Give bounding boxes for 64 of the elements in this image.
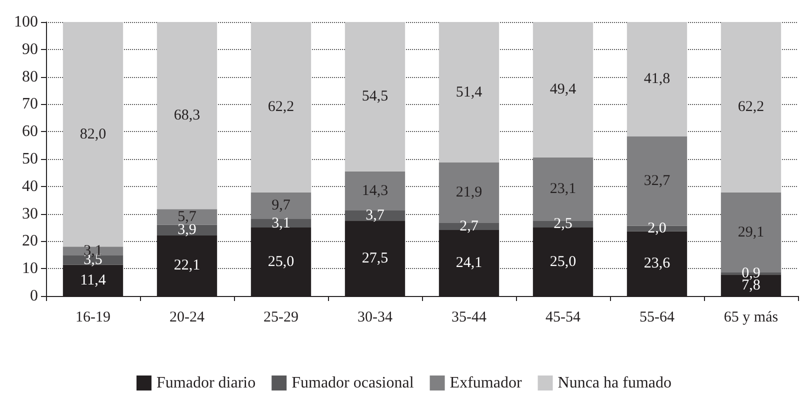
data-label: 51,4 bbox=[456, 84, 483, 100]
data-label: 22,1 bbox=[174, 258, 200, 274]
y-tick-label: 40 bbox=[22, 178, 38, 195]
bar bbox=[250, 22, 312, 192]
data-label: 25,0 bbox=[550, 254, 576, 270]
bar bbox=[156, 209, 218, 225]
data-label: 14,3 bbox=[362, 182, 388, 199]
data-label: 29,1 bbox=[738, 224, 764, 240]
bar bbox=[626, 22, 688, 136]
bar bbox=[156, 22, 218, 210]
data-label: 62,2 bbox=[738, 99, 764, 116]
data-label: 62,2 bbox=[268, 99, 294, 116]
bar bbox=[720, 22, 782, 192]
data-label: 27,5 bbox=[362, 250, 388, 266]
data-label: 49,4 bbox=[550, 82, 577, 98]
y-tick-label: 10 bbox=[22, 260, 38, 278]
data-label: 2,0 bbox=[648, 220, 666, 237]
bar bbox=[438, 22, 500, 163]
data-label: 3,9 bbox=[178, 222, 196, 238]
legend-label: Fumador ocasional bbox=[292, 374, 414, 392]
x-tick-label: 30-34 bbox=[358, 310, 393, 326]
x-tick-label: 45-54 bbox=[546, 310, 581, 326]
legend-label: Exfumador bbox=[450, 374, 522, 392]
y-tick-label: 30 bbox=[22, 205, 38, 222]
data-label: 3,1 bbox=[272, 215, 290, 232]
bar bbox=[532, 22, 594, 158]
data-label: 2,7 bbox=[460, 218, 479, 234]
x-tick-label: 16-19 bbox=[76, 310, 110, 326]
x-tick-label: 20-24 bbox=[170, 310, 205, 326]
x-tick-label: 25-29 bbox=[264, 310, 298, 326]
y-tick-label: 60 bbox=[22, 123, 38, 140]
data-label: 23,1 bbox=[550, 181, 576, 198]
bar bbox=[62, 22, 124, 247]
data-label: 3,7 bbox=[366, 208, 385, 224]
data-label: 82,0 bbox=[80, 126, 106, 142]
x-tick-label: 65 y más bbox=[724, 310, 778, 326]
bar bbox=[62, 246, 124, 256]
data-label: 9,7 bbox=[272, 198, 291, 214]
data-label: 0,9 bbox=[742, 265, 760, 282]
y-tick-label: 80 bbox=[22, 68, 38, 86]
data-label: 2,5 bbox=[554, 216, 572, 232]
y-tick-label: 20 bbox=[22, 232, 38, 250]
x-tick-label: 55-64 bbox=[640, 310, 675, 326]
data-label: 41,8 bbox=[644, 71, 670, 88]
data-label: 11,4 bbox=[80, 272, 106, 288]
bar bbox=[344, 22, 406, 172]
legend-label: Nunca ha fumado bbox=[558, 374, 672, 392]
y-tick-label: 70 bbox=[22, 96, 38, 113]
bar bbox=[344, 171, 406, 211]
y-tick-label: 50 bbox=[22, 150, 38, 168]
y-tick-label: 90 bbox=[22, 40, 38, 58]
legend-label: Fumador diario bbox=[156, 374, 256, 392]
data-label: 24,1 bbox=[456, 254, 482, 271]
data-label: 68,3 bbox=[174, 108, 200, 124]
bar bbox=[250, 192, 312, 220]
data-label: 21,9 bbox=[456, 184, 482, 201]
y-tick-label: 0 bbox=[30, 288, 38, 304]
y-tick-label: 100 bbox=[14, 14, 38, 30]
x-tick-label: 35-44 bbox=[452, 310, 487, 326]
data-label: 54,5 bbox=[362, 88, 388, 105]
data-label: 5,7 bbox=[178, 208, 197, 225]
data-label: 23,6 bbox=[644, 256, 671, 272]
data-label: 25,0 bbox=[268, 254, 294, 270]
data-label: 32,7 bbox=[644, 173, 671, 190]
